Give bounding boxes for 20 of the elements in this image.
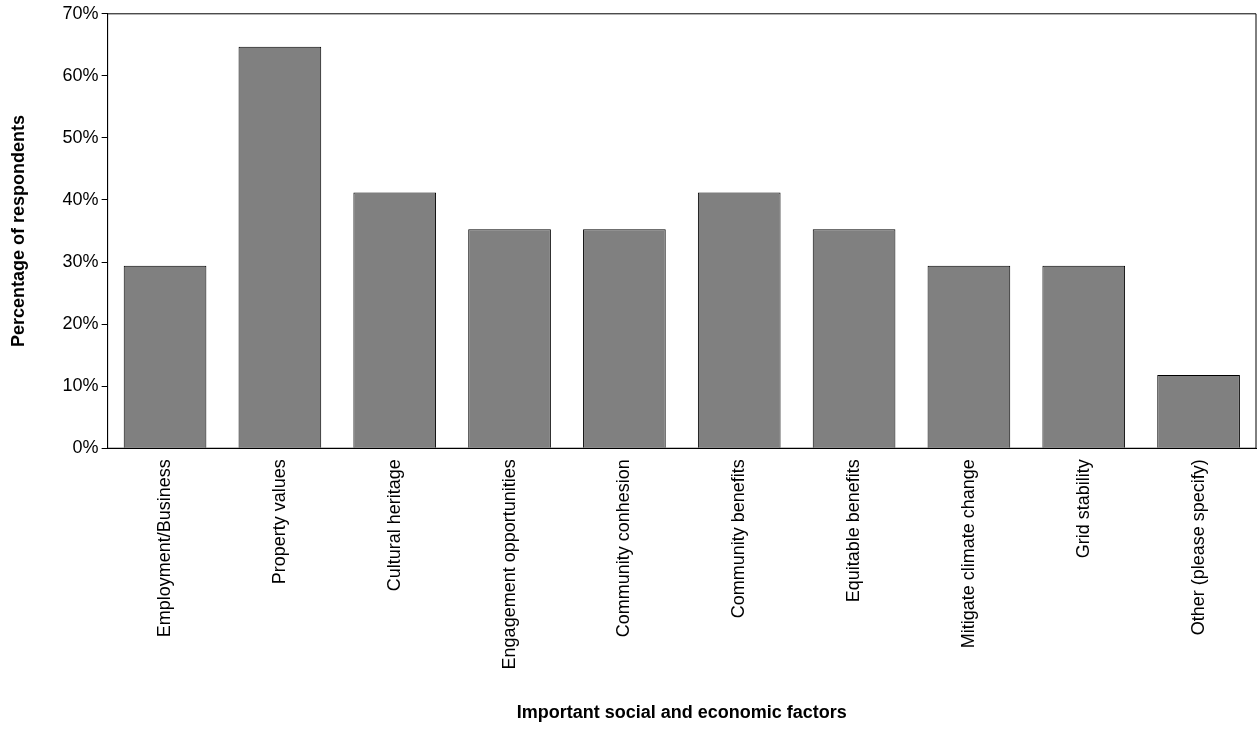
x-tick-label: Grid stability bbox=[1072, 459, 1093, 559]
x-axis-title: Important social and economic factors bbox=[516, 702, 847, 723]
y-axis-title: Percentage of respondents bbox=[7, 115, 28, 348]
x-tick-label: Community benefits bbox=[728, 459, 749, 619]
x-tick-label: Employment/Business bbox=[154, 459, 175, 638]
y-tick-label: 50% bbox=[62, 126, 99, 147]
y-tick-label: 10% bbox=[62, 375, 99, 396]
x-tick-label: Mitigate climate change bbox=[957, 459, 978, 649]
x-tick-label: Engagement opportunities bbox=[498, 459, 519, 670]
x-tick-label: Community conhesion bbox=[613, 459, 634, 638]
y-tick-label: 20% bbox=[62, 313, 99, 334]
y-tick-label: 40% bbox=[62, 188, 99, 209]
y-tick-label: 60% bbox=[62, 64, 99, 85]
x-tick-label: Other (please specify) bbox=[1187, 459, 1208, 636]
y-tick-label: 70% bbox=[62, 2, 99, 23]
x-tick-label: Cultural heritage bbox=[383, 459, 404, 592]
y-tick-label: 0% bbox=[72, 437, 99, 458]
x-tick-label: Property values bbox=[268, 459, 289, 585]
x-tick-label: Equitable benefits bbox=[843, 459, 864, 603]
y-tick-label: 30% bbox=[62, 251, 99, 272]
